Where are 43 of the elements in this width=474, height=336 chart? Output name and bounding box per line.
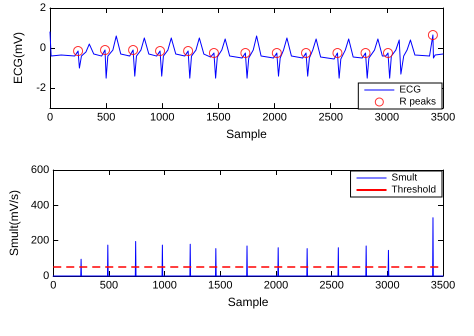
y-tick-label: 2 — [40, 2, 46, 14]
x-axis-title: Sample — [226, 127, 268, 141]
y-tick-label: 200 — [30, 234, 50, 247]
x-tick-label: 500 — [100, 280, 118, 292]
x-tick-label: 3000 — [374, 112, 400, 124]
x-tick-label: 3000 — [375, 280, 400, 292]
point — [208, 48, 219, 58]
y-axis-title: Smult(mV/s) — [7, 190, 21, 256]
legend-label: Smult — [392, 172, 418, 184]
point — [183, 46, 194, 56]
point — [332, 48, 342, 58]
y-tick-label: 400 — [30, 199, 50, 212]
point — [128, 45, 138, 56]
x-tick-label: 3500 — [430, 280, 456, 292]
y-axis-title: ECG(mV) — [11, 32, 25, 84]
x-tick-label: 1000 — [150, 112, 175, 124]
point — [360, 48, 371, 58]
point — [73, 46, 84, 56]
legend-label: R peaks — [399, 96, 436, 108]
point — [301, 48, 312, 58]
y-tick-label: 0 — [43, 270, 50, 282]
y-tick-label: -2 — [36, 82, 46, 94]
y-tick-label: 600 — [30, 164, 50, 176]
x-tick-label: 500 — [96, 112, 116, 124]
line-series — [50, 32, 444, 79]
point — [100, 45, 110, 56]
point — [155, 46, 166, 56]
point — [428, 30, 438, 40]
legend-label: Threshold — [392, 184, 436, 196]
x-axis-title: Sample — [228, 294, 269, 309]
point — [382, 48, 393, 58]
x-tick-label: 2000 — [262, 112, 287, 124]
x-tick-label: 1000 — [152, 280, 177, 292]
point — [240, 48, 250, 58]
legend-label: ECG — [399, 84, 422, 96]
x-tick-label: 3500 — [430, 112, 456, 124]
x-tick-label: 1500 — [208, 280, 233, 292]
x-tick-label: 2500 — [319, 280, 344, 292]
point — [272, 48, 282, 58]
y-tick-label: 0 — [40, 42, 46, 54]
x-tick-label: 1500 — [206, 112, 231, 124]
x-tick-label: 2000 — [264, 280, 288, 292]
x-tick-label: 2500 — [318, 112, 343, 124]
